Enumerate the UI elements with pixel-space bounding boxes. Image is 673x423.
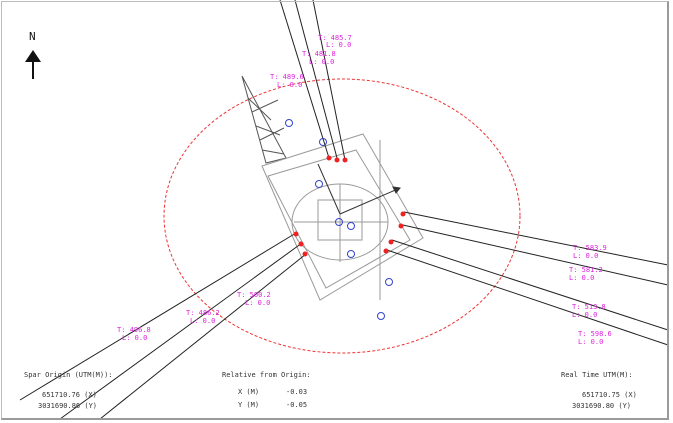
realtime-panel: Real Time UTM(M): 651710.75 (X) 3031690.… [561,371,637,410]
heading-axes [317,163,401,215]
svg-text:T: 500.2: T: 500.2 [237,291,271,299]
spar-origin-x: 651710.76 (X) [42,391,97,399]
relative-y-value: -0.05 [286,401,307,409]
relative-panel: Relative from Origin: X (M) -0.03 Y (M) … [222,371,311,409]
label-line-2: T: 481.8 L: 0.0 [302,50,336,66]
watch-circle [163,78,521,354]
gps-nodes [285,119,393,320]
spar-origin-title: Spar Origin (UTM(M)): [24,371,113,379]
relative-x-value: -0.03 [286,388,307,396]
svg-text:T: 486.2: T: 486.2 [186,309,220,317]
svg-text:L: 0.0: L: 0.0 [572,311,597,319]
svg-text:T: 496.8: T: 496.8 [117,326,151,334]
mooring-lines [19,0,669,420]
fairlead-markers [293,155,406,257]
platform-hull [261,133,424,301]
label-line-1: T: 485.7 L: 0.0 [318,34,352,49]
svg-text:L: 0.0: L: 0.0 [573,252,598,260]
label-line-7: T: 598.6 L: 0.0 [578,330,612,346]
label-line-8: T: 500.2 L: 0.0 [237,291,271,307]
north-label: N [29,30,36,43]
svg-text:L: 0.0: L: 0.0 [245,299,270,307]
realtime-title: Real Time UTM(M): [561,371,633,379]
svg-text:L: 0.0: L: 0.0 [326,41,351,49]
realtime-x: 651710.75 (X) [582,391,637,399]
svg-text:L: 0.0: L: 0.0 [578,338,603,346]
label-line-3: T: 489.6 L: 0.0 [270,73,304,89]
relative-y-label: Y (M) [238,401,259,409]
label-line-5: T: 581.2 L: 0.0 [569,266,603,282]
label-line-9: T: 486.2 L: 0.0 [186,309,220,325]
svg-text:L: 0.0: L: 0.0 [190,317,215,325]
svg-text:L: 0.0: L: 0.0 [122,334,147,342]
svg-text:T: 485.7: T: 485.7 [318,34,352,42]
svg-text:T: 481.8: T: 481.8 [302,50,336,58]
derrick-structure [241,75,287,164]
svg-text:T: 489.6: T: 489.6 [270,73,304,81]
spar-origin-y: 3031690.86 (Y) [38,402,97,410]
svg-text:L: 0.0: L: 0.0 [309,58,334,66]
svg-text:L: 0.0: L: 0.0 [277,81,302,89]
north-arrow-icon [25,50,41,79]
label-line-6: T: 513.8 L: 0.0 [572,303,606,319]
label-line-4: T: 583.9 L: 0.0 [573,244,607,260]
relative-x-label: X (M) [238,388,259,396]
svg-text:T: 513.8: T: 513.8 [572,303,606,311]
svg-text:L: 0.0: L: 0.0 [569,274,594,282]
spar-origin-panel: Spar Origin (UTM(M)): 651710.76 (X) 3031… [24,371,113,410]
svg-text:T: 581.2: T: 581.2 [569,266,603,274]
realtime-y: 3031690.80 (Y) [572,402,631,410]
relative-title: Relative from Origin: [222,371,311,379]
svg-text:T: 583.9: T: 583.9 [573,244,607,252]
svg-text:T: 598.6: T: 598.6 [578,330,612,338]
label-line-10: T: 496.8 L: 0.0 [117,326,151,342]
